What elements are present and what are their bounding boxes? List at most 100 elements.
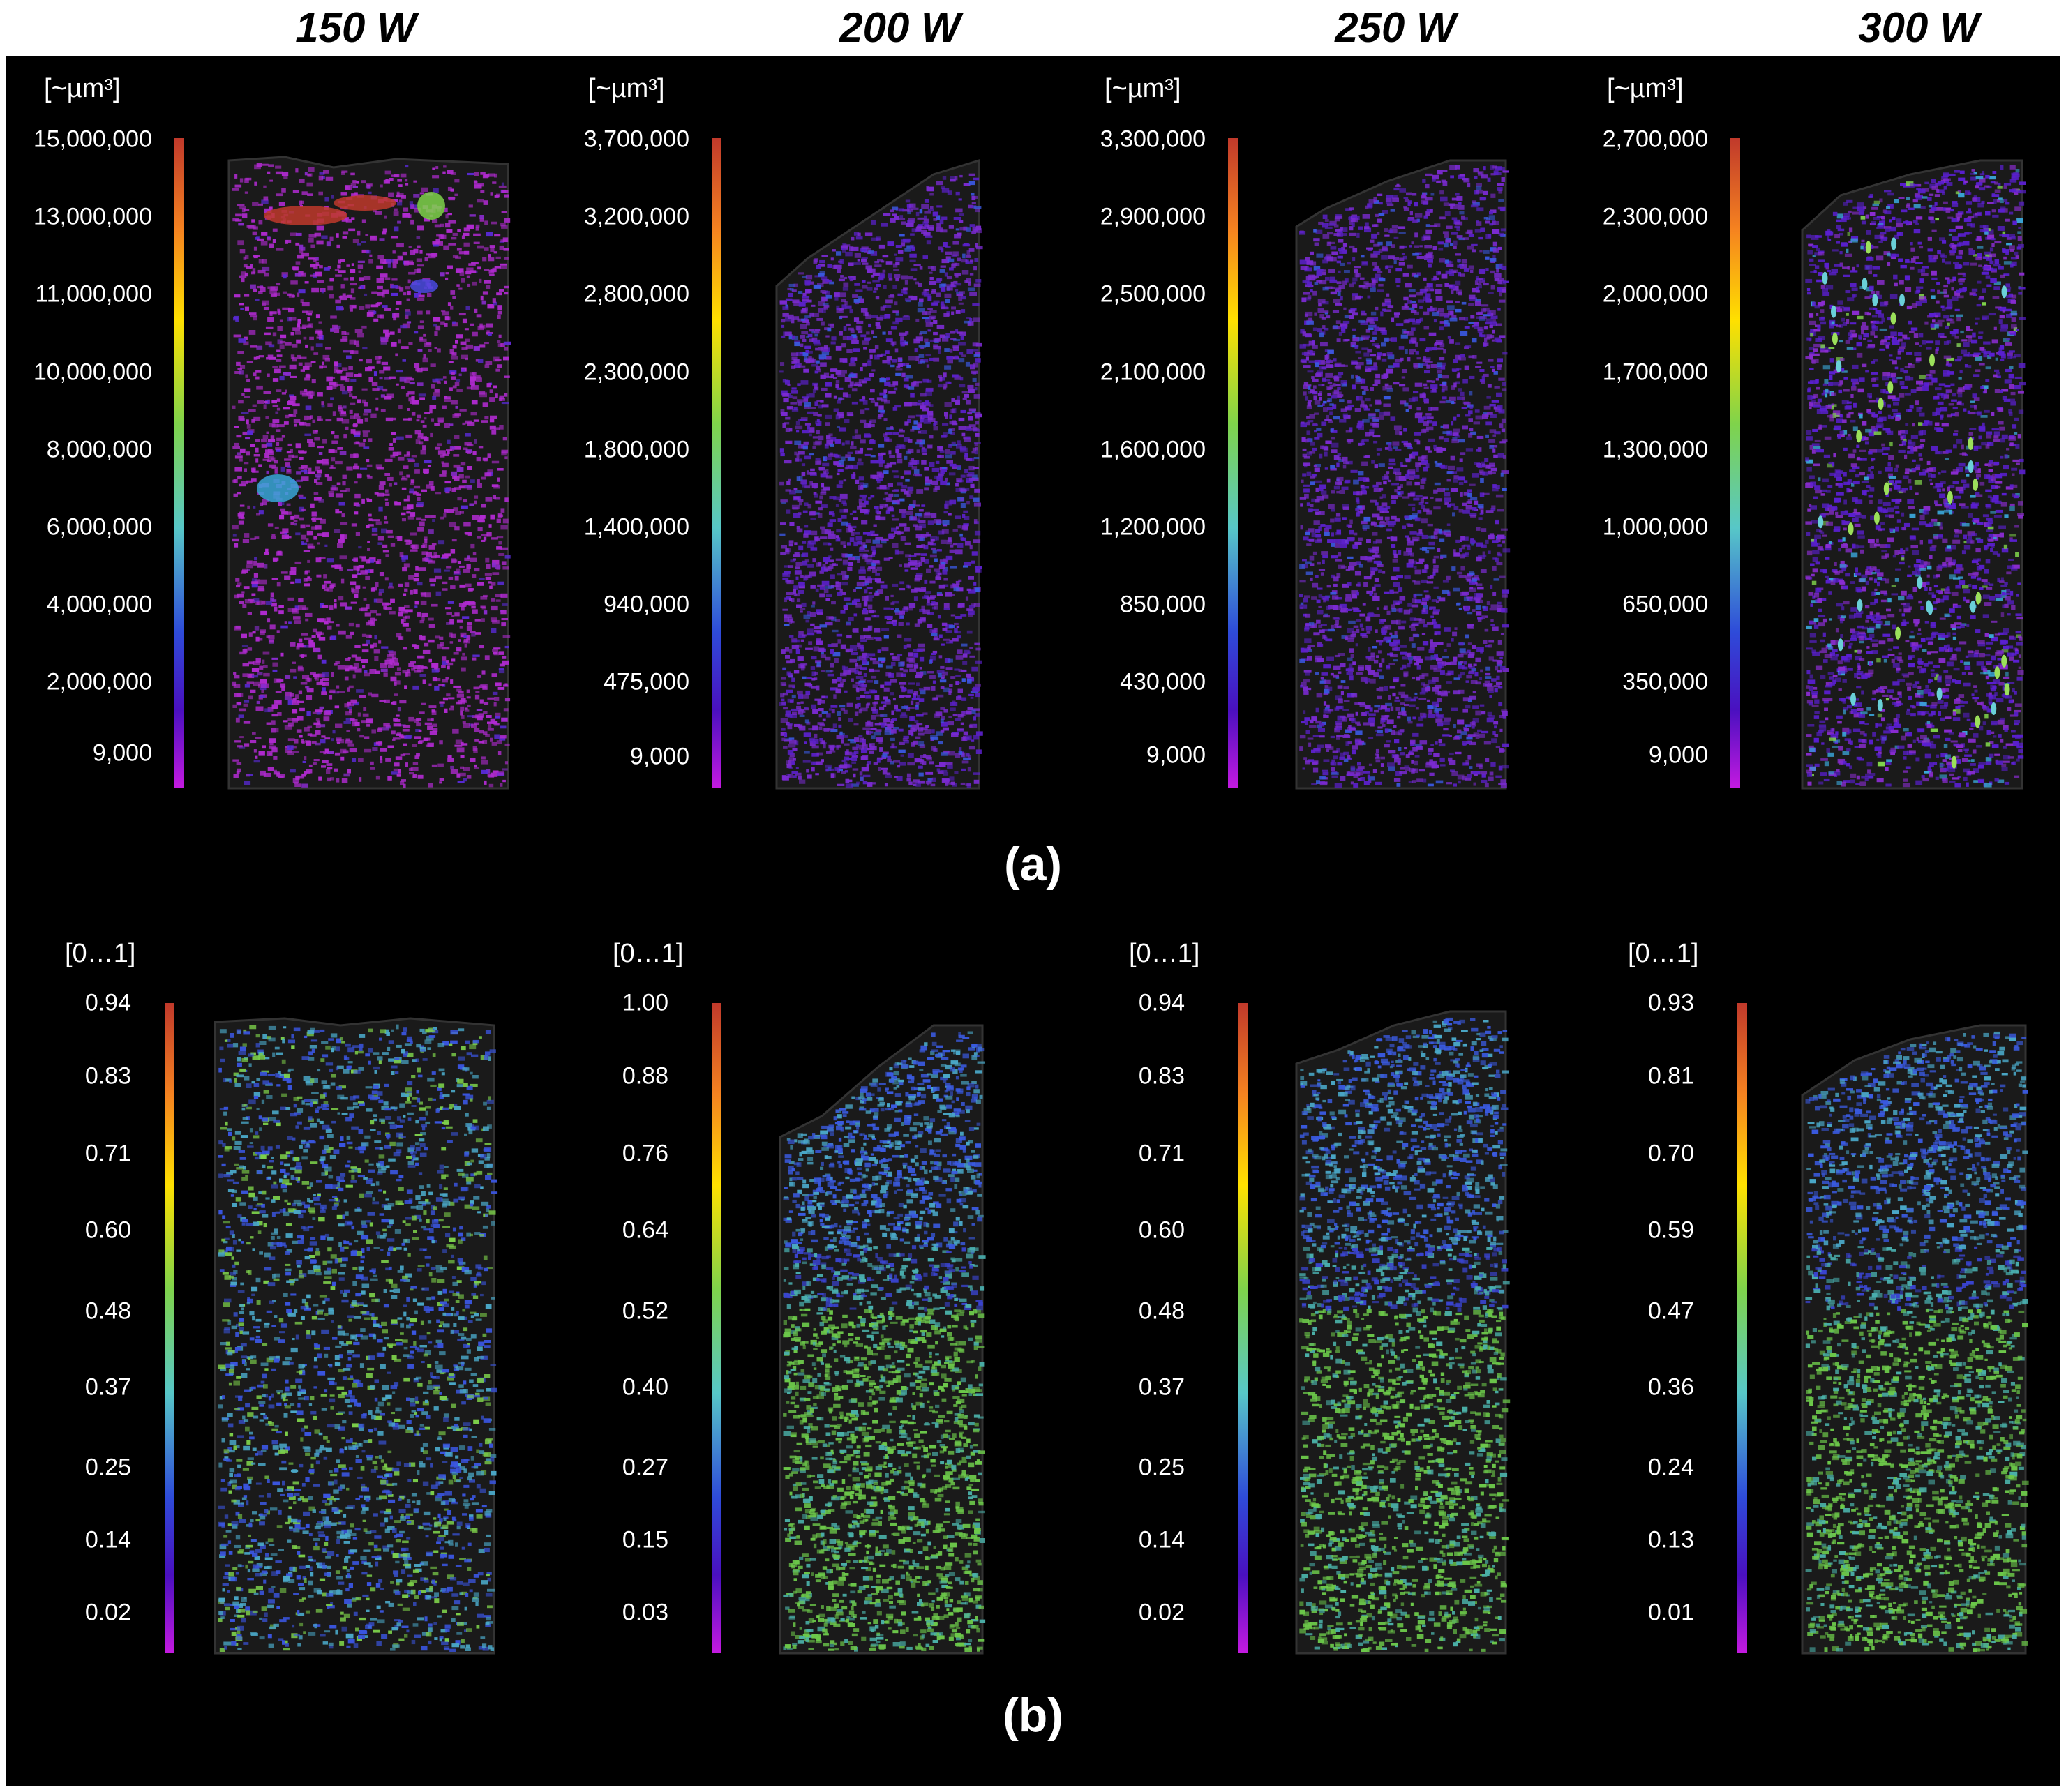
pore-cluster	[334, 195, 396, 211]
tick-label: 0.02	[85, 1599, 131, 1627]
tick-label: 0.24	[1648, 1454, 1694, 1482]
specimen-points	[783, 1031, 986, 1652]
tick-label: 1.00	[622, 990, 668, 1017]
colorbar	[1737, 1003, 1747, 1653]
colorbar-ticks: 0.93 0.81 0.70 0.59 0.47 0.36 0.24 0.13 …	[1555, 990, 1694, 1666]
pore-cluster	[264, 206, 347, 225]
specimen-outline	[1801, 1024, 2027, 1655]
large-pore	[1836, 360, 1842, 373]
tick-label: 2,300,000	[1603, 204, 1708, 231]
colorbar	[712, 1003, 721, 1653]
cell-b-250w: [0…1] 0.94 0.83 0.71 0.60 0.48 0.37 0.25…	[1059, 921, 1572, 1723]
large-pore	[1975, 592, 1982, 605]
large-pore	[1929, 354, 1935, 367]
tick-label: 0.83	[85, 1063, 131, 1090]
tick-label: 0.25	[85, 1454, 131, 1482]
unit-label: [0…1]	[65, 939, 135, 969]
large-pore	[1857, 598, 1863, 612]
colorbar-ticks: 2,700,000 2,300,000 2,000,000 1,700,000 …	[1569, 126, 1708, 801]
large-pore	[1832, 332, 1838, 345]
tick-label: 2,000,000	[47, 669, 152, 696]
tick-label: 0.13	[1648, 1527, 1694, 1554]
tick-label: 6,000,000	[47, 514, 152, 541]
tick-label: 0.48	[85, 1298, 131, 1325]
large-pore	[1878, 397, 1884, 410]
tick-label: 3,700,000	[584, 126, 689, 153]
tick-label: 0.25	[1139, 1454, 1185, 1482]
unit-label: [~µm³]	[44, 74, 121, 104]
tick-label: 1,300,000	[1603, 437, 1708, 464]
unit-label: [~µm³]	[588, 74, 665, 104]
unit-label: [0…1]	[1129, 939, 1199, 969]
tick-label: 0.48	[1139, 1298, 1185, 1325]
colorbar-ticks: 1.00 0.88 0.76 0.64 0.52 0.40 0.27 0.15 …	[529, 990, 668, 1666]
large-pore	[1873, 511, 1880, 525]
tick-label: 2,500,000	[1100, 281, 1206, 308]
specimen-render	[1295, 1010, 1511, 1655]
large-pore	[2001, 654, 2007, 668]
tick-label: 0.14	[85, 1527, 131, 1554]
large-pore	[1818, 515, 1824, 529]
large-pore	[1994, 666, 2000, 679]
tick-label: 1,200,000	[1100, 514, 1206, 541]
large-pore	[1968, 437, 1974, 450]
specimen-render	[1295, 159, 1511, 790]
tick-label: 9,000	[93, 740, 152, 767]
tick-label: 0.64	[622, 1217, 668, 1244]
large-pore	[1872, 294, 1878, 307]
large-pore	[1970, 600, 1976, 613]
tick-label: 0.14	[1139, 1527, 1185, 1554]
column-title-250w: 250 W	[1200, 0, 1591, 56]
specimen-render	[227, 156, 511, 790]
tick-label: 9,000	[1146, 742, 1206, 769]
tick-label: 0.15	[622, 1527, 668, 1554]
colorbar	[1228, 138, 1238, 788]
column-title-300w: 300 W	[1723, 0, 2066, 56]
tick-label: 1,700,000	[1603, 359, 1708, 386]
panel-a-label: (a)	[6, 837, 2060, 891]
colorbar	[1730, 138, 1740, 788]
large-pore	[1837, 638, 1843, 652]
tick-label: 2,000,000	[1603, 281, 1708, 308]
tick-label: 3,300,000	[1100, 126, 1206, 153]
large-pore	[1968, 460, 1974, 473]
tick-label: 0.83	[1139, 1063, 1185, 1090]
tick-label: 2,700,000	[1603, 126, 1708, 153]
tick-label: 0.94	[85, 990, 131, 1017]
colorbar-ticks: 3,300,000 2,900,000 2,500,000 2,100,000 …	[1066, 126, 1206, 801]
large-pore	[1951, 755, 1957, 769]
tick-label: 0.01	[1648, 1599, 1694, 1627]
unit-label: [~µm³]	[1105, 74, 1181, 104]
specimen-points	[1805, 1031, 2029, 1652]
tick-label: 0.27	[622, 1454, 668, 1482]
tick-label: 0.60	[85, 1217, 131, 1244]
large-pore	[1991, 702, 1997, 715]
large-pore	[1862, 278, 1868, 290]
tick-label: 0.40	[622, 1374, 668, 1401]
specimen-outline	[227, 156, 509, 790]
panel-b-normalized: [0…1] 0.94 0.83 0.71 0.60 0.48 0.37 0.25…	[6, 921, 2060, 1786]
tick-label: 10,000,000	[33, 359, 152, 386]
specimen-render	[775, 158, 983, 790]
tick-label: 9,000	[1649, 742, 1708, 769]
tick-label: 1,400,000	[584, 514, 689, 541]
tick-label: 0.76	[622, 1140, 668, 1168]
colorbar	[174, 138, 184, 788]
specimen-points	[1299, 165, 1511, 788]
tick-label: 11,000,000	[35, 281, 152, 308]
large-pore	[1883, 482, 1889, 495]
tick-label: 15,000,000	[33, 126, 152, 153]
tick-label: 2,900,000	[1100, 204, 1206, 231]
tick-label: 0.36	[1648, 1374, 1694, 1401]
pore-cluster	[410, 279, 438, 293]
tick-label: 940,000	[604, 592, 689, 619]
unit-label: [0…1]	[1628, 939, 1698, 969]
large-pore	[2004, 683, 2010, 696]
specimen-render	[779, 1024, 986, 1655]
tick-label: 2,100,000	[1100, 359, 1206, 386]
large-pore	[1927, 602, 1933, 615]
tick-label: 0.37	[1139, 1374, 1185, 1401]
panel-a-pore-volume: [~µm³] 15,000,000 13,000,000 11,000,000 …	[6, 56, 2060, 921]
tick-label: 430,000	[1120, 669, 1206, 696]
tick-label: 0.37	[85, 1374, 131, 1401]
